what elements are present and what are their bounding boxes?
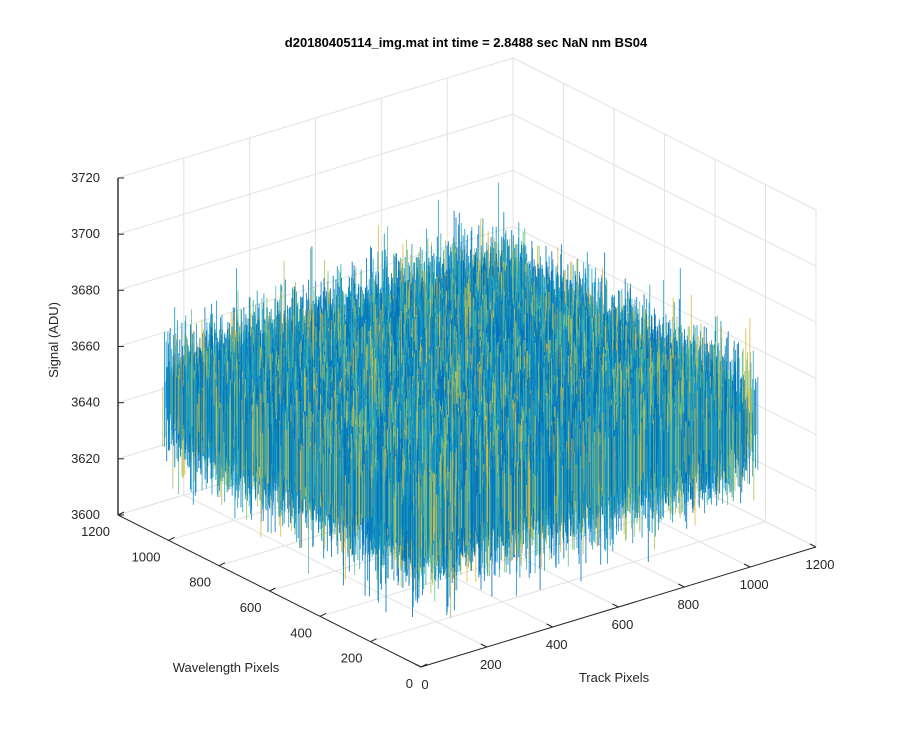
surface-layer [162, 182, 759, 619]
wall-grid-line-z [512, 57, 817, 211]
wall-grid-line-z [512, 113, 817, 267]
wall-grid-line-z [117, 57, 514, 179]
wall-grid-line-z [117, 113, 514, 235]
wall-grid-line-z [512, 226, 817, 379]
wall-grid-line-z [512, 169, 817, 323]
wall-grid-line-z [117, 169, 514, 291]
floor-grid-line-y [370, 521, 766, 643]
